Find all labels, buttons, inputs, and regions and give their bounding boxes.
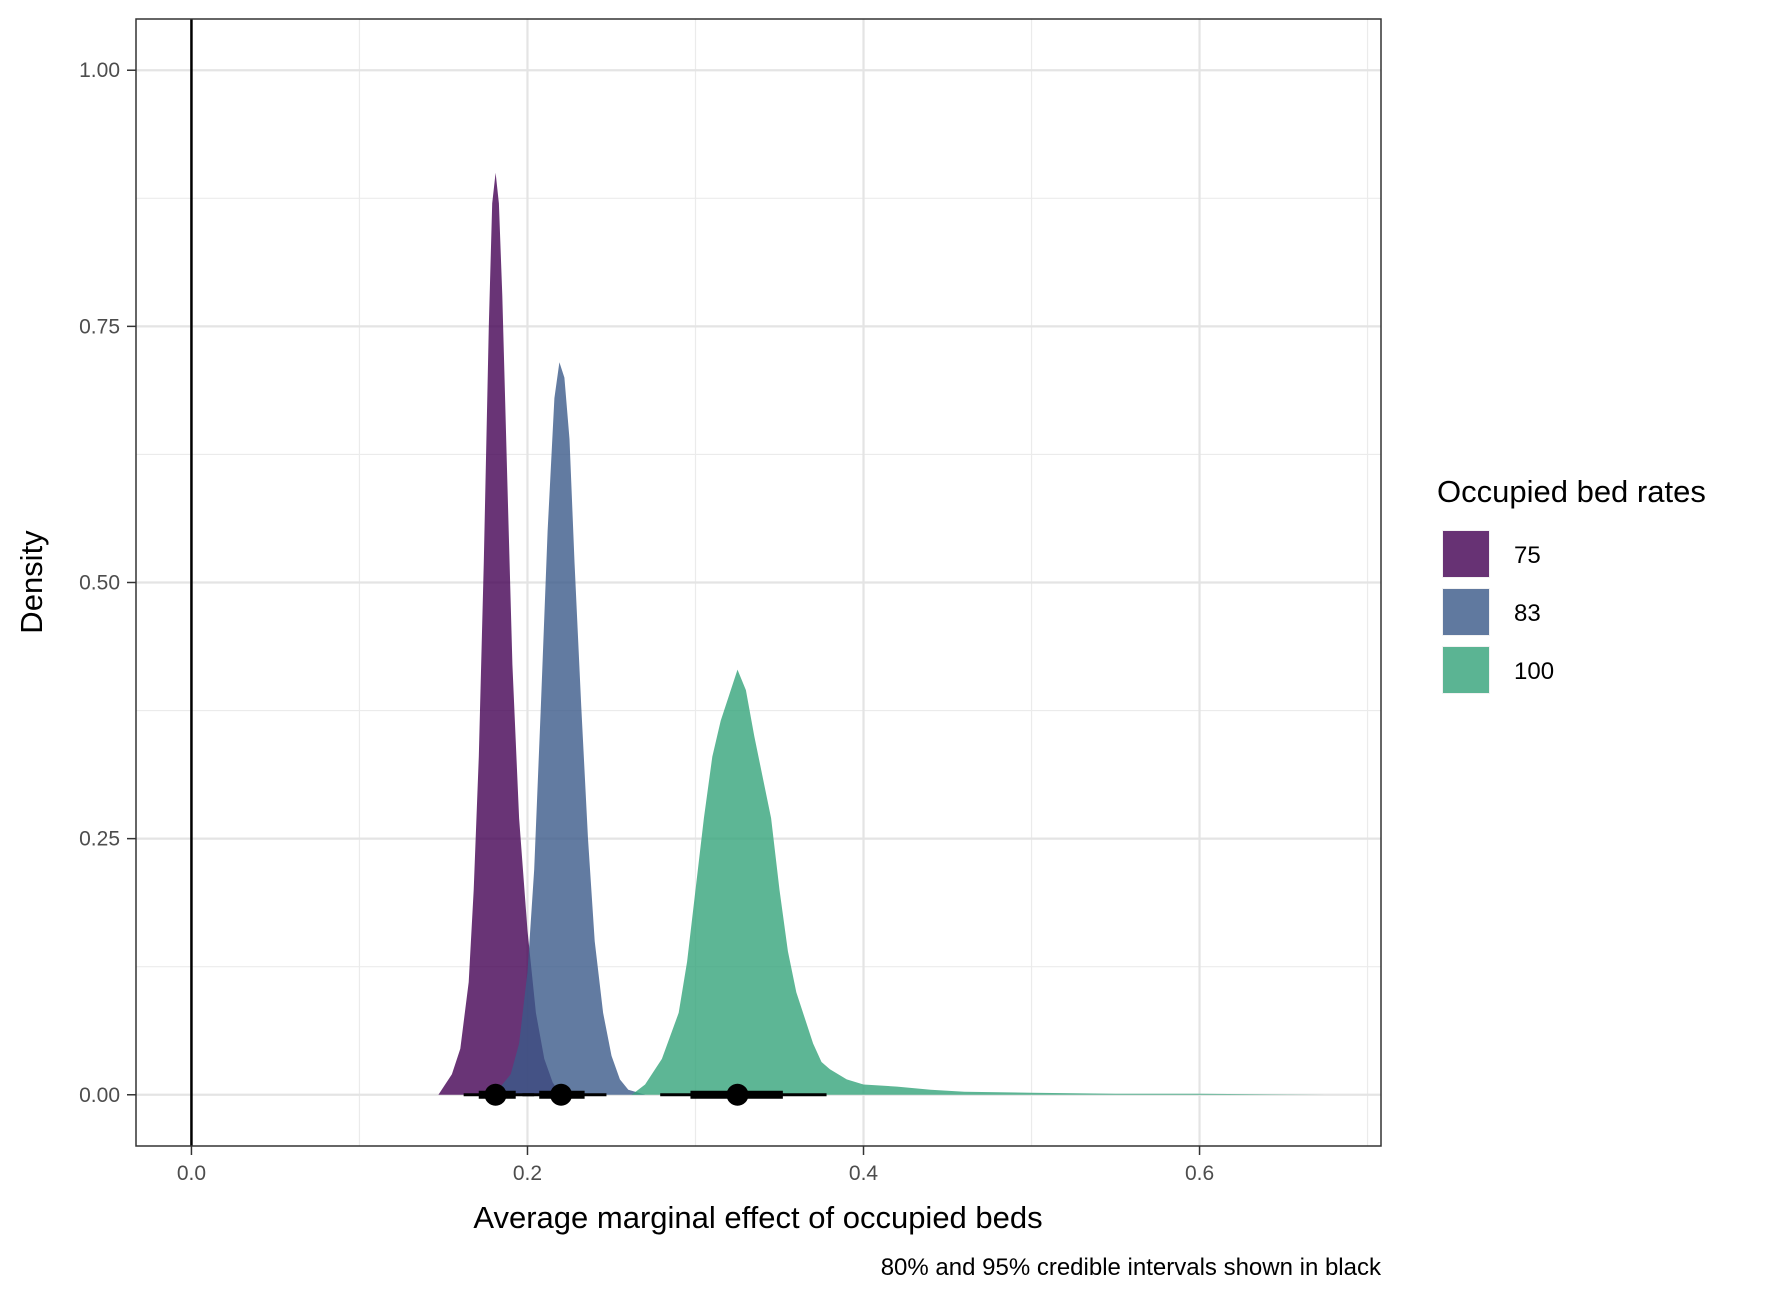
legend-swatch-100 (1443, 647, 1489, 693)
x-tick-label: 0.0 (177, 1162, 206, 1185)
density-area-100 (631, 669, 1326, 1095)
y-tick-label: 0.50 (79, 572, 120, 595)
point-estimate-83 (550, 1083, 573, 1106)
legend-items: 75 83 100 (1442, 530, 1554, 694)
legend: Occupied bed rates 75 83 100 (1437, 474, 1706, 694)
legend-swatch-75 (1443, 531, 1489, 577)
density-area-83 (493, 362, 646, 1095)
y-axis-title: Density (14, 530, 49, 634)
legend-swatch-83 (1443, 589, 1489, 635)
point-estimate-75 (484, 1083, 507, 1106)
credible-intervals (463, 1083, 827, 1106)
point-estimate-100 (726, 1083, 749, 1106)
legend-label-75: 75 (1514, 542, 1541, 569)
x-tick-label: 0.2 (513, 1162, 542, 1185)
y-tick-label: 1.00 (79, 59, 120, 82)
y-tick-label: 0.25 (79, 828, 120, 851)
x-axis-title: Average marginal effect of occupied beds (473, 1200, 1042, 1235)
legend-label-100: 100 (1514, 658, 1554, 685)
density-areas (438, 172, 1326, 1095)
legend-title: Occupied bed rates (1437, 474, 1706, 509)
y-tick-label: 0.75 (79, 315, 120, 338)
x-tick-label: 0.6 (1185, 1162, 1214, 1185)
legend-label-83: 83 (1514, 600, 1541, 627)
x-tick-label: 0.4 (849, 1162, 879, 1185)
chart-caption: 80% and 95% credible intervals shown in … (881, 1254, 1382, 1281)
y-axis: 0.00 0.25 0.50 0.75 1.00 (79, 59, 136, 1107)
density-area-75 (438, 172, 562, 1095)
y-tick-label: 0.00 (79, 1084, 120, 1107)
x-axis: 0.0 0.2 0.4 0.6 (177, 1146, 1214, 1185)
